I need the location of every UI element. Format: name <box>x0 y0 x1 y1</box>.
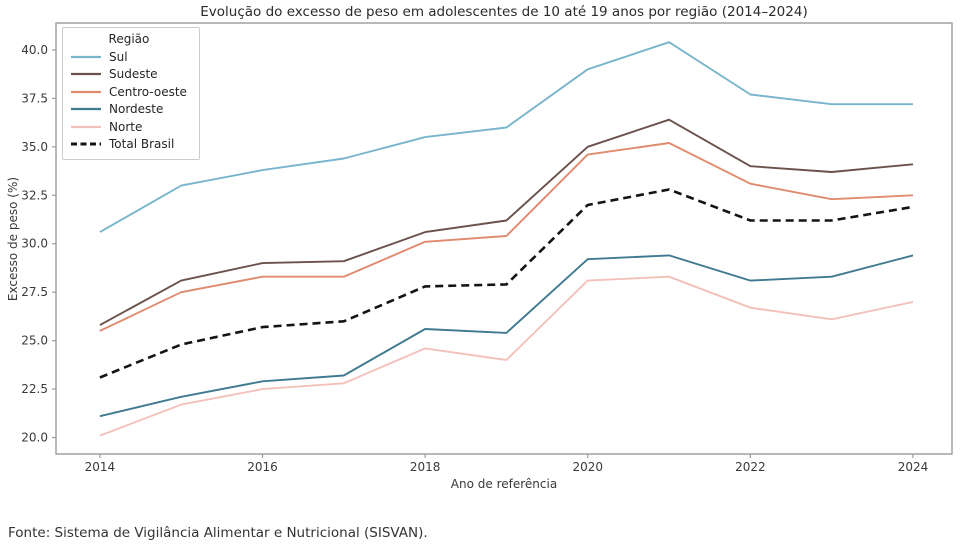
x-tick-label: 2014 <box>85 460 116 474</box>
y-tick-label: 32.5 <box>21 188 48 202</box>
series-line-sul <box>99 41 913 233</box>
y-tick-label: 20.0 <box>21 431 48 445</box>
source-caption: Fonte: Sistema de Vigilância Alimentar e… <box>8 525 428 541</box>
legend-label: Sudeste <box>109 67 158 82</box>
x-tick-label: 2018 <box>410 460 441 474</box>
legend-label: Centro-oeste <box>109 84 187 99</box>
y-axis-label: Excesso de peso (%) <box>6 176 20 302</box>
legend-title: Região <box>108 32 150 46</box>
series-line-nordeste <box>99 254 914 418</box>
legend-item-sudeste: Sudeste <box>71 66 187 84</box>
x-tick-label: 2022 <box>735 460 766 474</box>
legend-swatch-total-brasil <box>71 142 101 146</box>
series-line-total-brasil <box>99 188 914 379</box>
y-tick-label: 27.5 <box>21 285 48 299</box>
legend-item-sul: Sul <box>71 48 187 66</box>
legend-swatch-nordeste <box>71 108 101 111</box>
legend-label: Nordeste <box>109 102 164 117</box>
y-tick-label: 37.5 <box>21 91 48 105</box>
legend-item-total-brasil: Total Brasil <box>71 136 187 154</box>
legend-swatch-sudeste <box>71 73 101 76</box>
x-tick-label: 2020 <box>572 460 603 474</box>
legend-swatch-centro-oeste <box>71 90 101 93</box>
legend-swatch-norte <box>71 125 101 128</box>
y-tick-label: 40.0 <box>21 43 48 57</box>
y-tick-label: 25.0 <box>21 334 48 348</box>
legend-item-nordeste: Nordeste <box>71 101 187 119</box>
chart-title: Evolução do excesso de peso em adolescen… <box>200 4 808 20</box>
legend-label: Total Brasil <box>109 137 175 152</box>
series-line-norte <box>99 275 914 437</box>
legend-items: Sul Sudeste Centro-oeste Nordeste Norte Total… <box>71 48 187 153</box>
y-tick-label: 35.0 <box>21 140 48 154</box>
legend-swatch-sul <box>71 55 101 58</box>
legend-label: Norte <box>109 119 143 134</box>
series-line-centro-oeste <box>99 142 914 332</box>
legend: Região Sul Sudeste Centro-oeste Nordeste Nor… <box>62 27 200 160</box>
series-line-sudeste <box>99 118 914 326</box>
x-tick-label: 2016 <box>247 460 278 474</box>
legend-item-centro-oeste: Centro-oeste <box>71 83 187 101</box>
x-tick-label: 2024 <box>898 460 929 474</box>
plot-border <box>55 22 953 455</box>
legend-item-norte: Norte <box>71 118 187 136</box>
y-tick-label: 30.0 <box>21 237 48 251</box>
x-axis-label: Ano de referência <box>450 477 558 491</box>
legend-label: Sul <box>109 49 128 64</box>
y-tick-label: 22.5 <box>21 382 48 396</box>
